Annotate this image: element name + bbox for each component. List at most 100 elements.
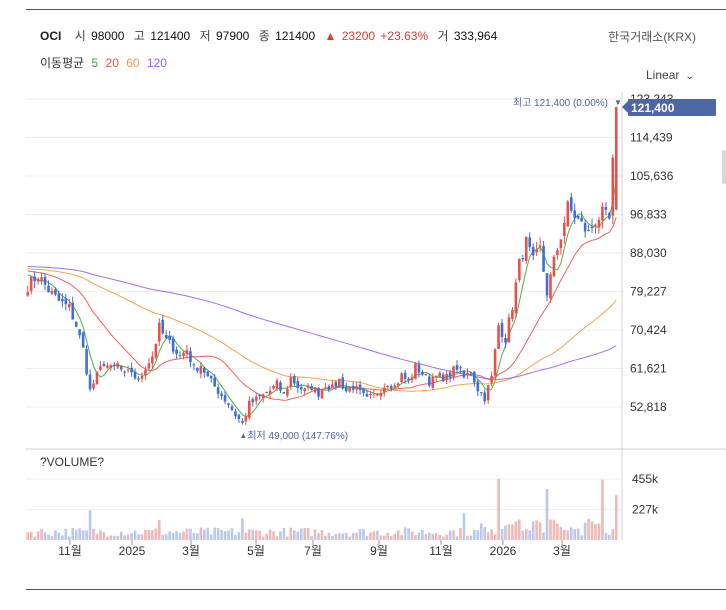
candle-body [220,393,223,397]
ma-legend: 이동평균 5 20 60 120 [40,54,171,71]
candle-body [26,292,30,296]
candle-body [151,356,154,364]
close-value: 121400 [275,29,316,43]
ma-60-label[interactable]: 60 [126,56,140,70]
price-tick-label: 70,424 [630,323,667,337]
candle-body [428,376,431,386]
change-percent: +23.63% [380,29,429,43]
volume-bar [88,510,92,540]
volume-bar [95,534,99,540]
candle-body [209,375,213,379]
price-axis: 123,243114,439105,63696,83388,03079,2277… [622,92,716,414]
low-value: 97900 [215,29,250,43]
candle-body [272,385,275,389]
ma-60-line [27,268,617,392]
volume-bar [594,524,597,540]
volume-bar [223,531,227,540]
candle-body [99,366,102,371]
ma-20-label[interactable]: 20 [105,56,119,70]
volume-bar [78,528,81,540]
volume-bar [604,532,608,540]
ma-120-label[interactable]: 120 [146,56,167,70]
candle-body [282,392,286,394]
time-tick-label: 11월 [429,544,453,558]
candle-body [462,370,466,378]
volume-bar [279,531,282,540]
candle-body [289,376,293,388]
volume-bar [549,519,552,540]
candle-body [202,367,206,373]
candle-body [383,387,386,393]
volume-bar [296,531,300,540]
volume-bar [33,536,36,540]
volume-bar [559,526,563,540]
volume-bar [400,534,403,540]
volume-bar [237,532,241,540]
candle-body [431,376,435,388]
candle-body [154,343,158,358]
ma-5-label[interactable]: 5 [91,56,99,70]
volume-bar [344,532,348,540]
volume-bar [372,531,376,540]
volume-bar [54,530,57,540]
candle-body [109,365,113,368]
candle-body [50,290,54,294]
candle-body [486,385,490,401]
volume-bar [71,528,75,540]
volume-bar [175,531,178,540]
candle-body [29,277,33,292]
candle-body [521,258,525,260]
candle-body [185,350,189,355]
candle-body [362,388,365,394]
volume-bar [196,533,199,540]
candle-body [403,372,407,379]
volume-bar [410,531,414,540]
volume-bar [306,528,310,540]
candle-body [331,384,334,389]
volume-bar [168,531,171,540]
scale-toggle[interactable]: Linear ⌄ [646,68,694,82]
candle-body [393,385,397,388]
candle-body [414,363,417,379]
candle-body [476,381,480,392]
candle-body [157,322,161,342]
volume-bar [590,521,594,540]
volume-bar [137,534,140,540]
volume-bar [608,534,611,540]
candle-body [376,393,379,396]
volume-bar [393,534,397,540]
volume-bar [455,536,459,540]
volume-bar [334,533,338,540]
scrollbar[interactable] [722,150,726,184]
annotations: 최고 121,400 (0.00%) ▼ ▲ 최저 49,000 (147.76%) [239,97,622,442]
volume-bar [614,495,618,540]
candle-body [379,392,383,397]
volume-bar [376,530,379,540]
candle-body [265,391,268,393]
candle-body [389,386,393,389]
volume-bar [535,520,538,540]
candle-body [569,197,573,211]
candle-body [223,395,227,402]
candle-body [324,387,327,389]
bottom-divider [26,589,726,590]
candle-body [95,371,99,384]
candle-body [466,372,469,376]
volume-bar [289,527,293,540]
candle-body [234,411,237,417]
candle-body [133,371,137,379]
candle-body [258,394,261,397]
volume-bar [573,529,577,540]
candle-body [334,381,338,387]
candle-body [507,317,511,343]
candle-body [594,224,597,227]
price-tick-label: 52,818 [630,400,667,414]
volume-bar [611,529,615,540]
quote-header: OCI 시 98000 고 121400 저 97900 종 121400 ▲ … [40,27,503,44]
candle-body [137,378,140,380]
candle-body [583,223,587,232]
volume-bar [258,530,261,540]
candle-body [268,390,272,395]
volume-bar [473,529,476,540]
